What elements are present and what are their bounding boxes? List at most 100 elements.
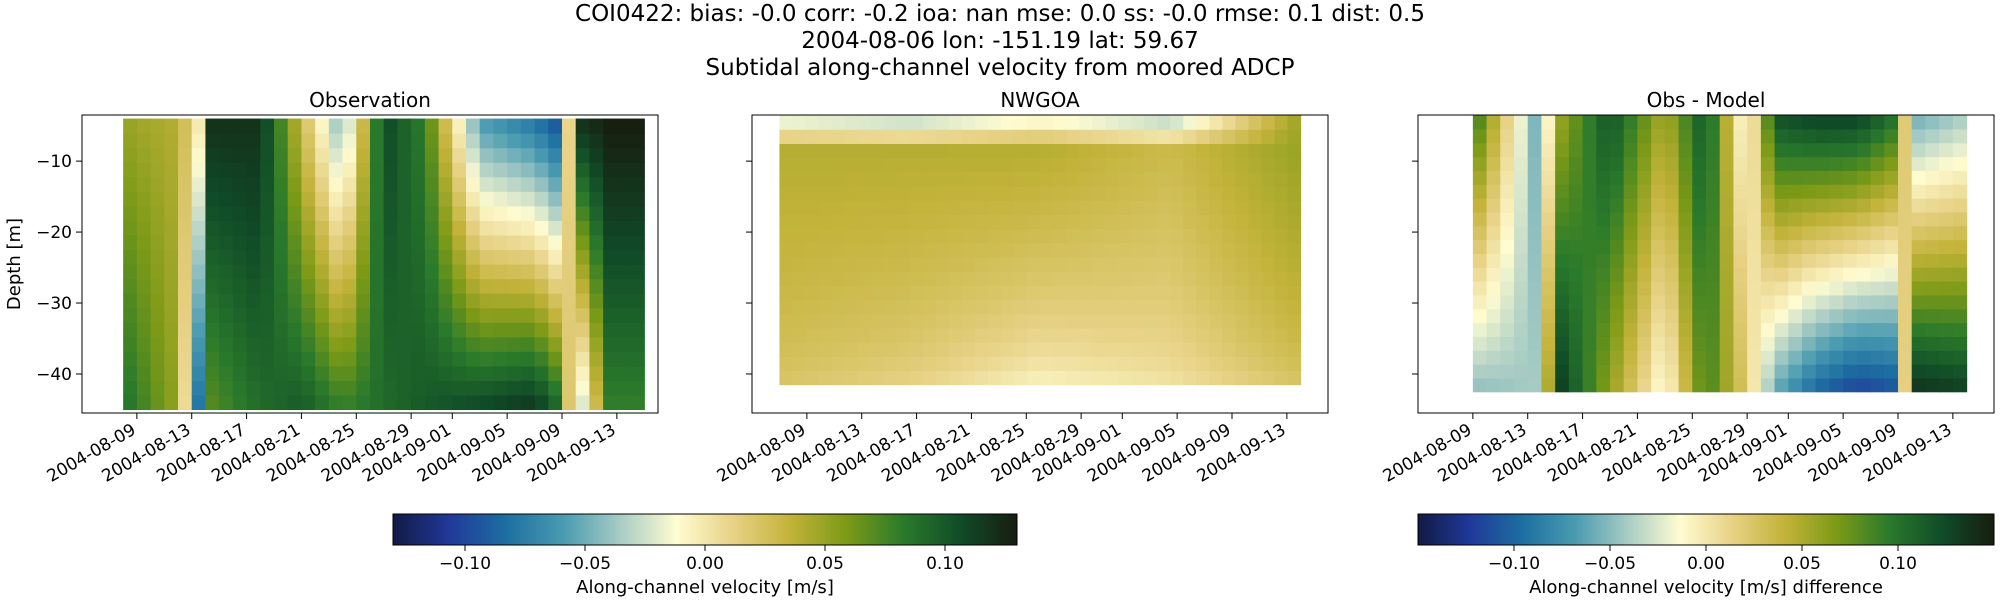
heatmap-cell — [562, 278, 577, 294]
heatmap-cell — [1105, 143, 1119, 159]
heatmap-cell — [1870, 294, 1885, 310]
heatmap-cell — [1183, 115, 1197, 130]
heatmap-cell — [818, 143, 833, 159]
heatmap-cell — [1911, 198, 1927, 213]
heatmap-cell — [383, 293, 399, 309]
heatmap-cell — [479, 293, 495, 309]
heatmap-cell — [805, 256, 820, 272]
heatmap-cell — [479, 307, 495, 323]
heatmap-cell — [1209, 185, 1223, 201]
heatmap-cell — [1196, 356, 1210, 372]
heatmap-cell — [383, 322, 399, 338]
heatmap-cell — [136, 249, 152, 265]
heatmap-cell — [1170, 214, 1184, 230]
heatmap-cell — [424, 365, 440, 381]
heatmap-cell — [438, 307, 453, 323]
heatmap-cell — [1040, 228, 1054, 244]
heatmap-cell — [1815, 115, 1831, 130]
heatmap-cell — [1925, 211, 1940, 227]
heatmap-cell — [1248, 285, 1263, 301]
heatmap-cell — [1774, 364, 1789, 379]
heatmap-cell — [479, 118, 495, 134]
heatmap-cell — [1610, 294, 1625, 310]
heatmap-cell — [1747, 184, 1762, 199]
heatmap-cell — [1747, 170, 1762, 185]
heatmap-cell — [1105, 242, 1119, 258]
heatmap-cell — [1013, 356, 1028, 372]
heatmap-cell — [922, 185, 937, 201]
heatmap-cell — [1261, 242, 1276, 258]
heatmap-cell — [948, 342, 963, 357]
heatmap-cell — [1183, 370, 1197, 386]
heatmap-cell — [603, 176, 618, 192]
heatmap-cell — [562, 264, 577, 280]
heatmap-cell — [219, 162, 234, 178]
heatmap-cell — [1013, 214, 1028, 230]
heatmap-cell — [805, 228, 820, 244]
heatmap-cell — [260, 322, 275, 338]
heatmap-cell — [1053, 271, 1067, 286]
heatmap-cell — [1829, 198, 1844, 213]
heatmap-cell — [342, 191, 357, 207]
heatmap-cell — [1733, 239, 1748, 254]
heatmap-cell — [1105, 115, 1119, 130]
heatmap-cell — [205, 191, 220, 207]
heatmap-cell — [1555, 225, 1570, 241]
heatmap-cell — [818, 200, 833, 215]
heatmap-cell — [883, 185, 898, 201]
heatmap-cell — [1541, 308, 1556, 324]
heatmap-cell — [1815, 267, 1831, 282]
heatmap-cell — [479, 162, 495, 178]
heatmap-cell — [315, 205, 330, 221]
heatmap-cell — [1952, 142, 1968, 158]
heatmap-cell — [452, 394, 467, 411]
heatmap-cell — [1144, 370, 1158, 386]
heatmap-cell — [1898, 239, 1913, 254]
heatmap-cell — [562, 336, 577, 352]
heatmap-cell — [1610, 267, 1625, 282]
heatmap-cell — [1472, 336, 1488, 351]
heatmap-cell — [779, 157, 794, 173]
heatmap-cell — [1664, 170, 1680, 185]
heatmap-cell — [1692, 198, 1707, 213]
heatmap-cell — [1053, 185, 1067, 201]
heatmap-cell — [779, 185, 794, 201]
heatmap-cell — [844, 256, 859, 272]
heatmap-cell — [424, 162, 440, 178]
heatmap-cell — [1209, 271, 1223, 286]
heatmap-cell — [896, 171, 911, 187]
heatmap-cell — [1053, 299, 1067, 315]
heatmap-cell — [136, 307, 152, 323]
heatmap-cell — [1486, 142, 1501, 158]
heatmap-cell — [1131, 285, 1145, 301]
heatmap-cell — [1692, 308, 1707, 324]
heatmap-cell — [1678, 350, 1693, 365]
heatmap-cell — [1815, 322, 1831, 337]
heatmap-cell — [1274, 242, 1289, 258]
heatmap-cell — [150, 176, 165, 192]
heatmap-cell — [1541, 142, 1556, 158]
heatmap-cell — [438, 162, 453, 178]
heatmap-cell — [1733, 377, 1748, 393]
heatmap-cell — [1898, 128, 1913, 144]
heatmap-cell — [1514, 211, 1529, 227]
heatmap-cell — [935, 143, 950, 159]
heatmap-cell — [562, 118, 577, 134]
heatmap-cell — [424, 176, 440, 192]
heatmap-cell — [370, 278, 385, 294]
heatmap-cell — [534, 365, 549, 381]
heatmap-cell — [1486, 128, 1501, 144]
heatmap-cell — [1637, 225, 1652, 241]
heatmap-cell — [232, 365, 248, 381]
heatmap-cell — [1131, 214, 1145, 230]
heatmap-cell — [1183, 171, 1197, 187]
heatmap-cell — [1274, 171, 1289, 187]
heatmap-cell — [1829, 281, 1844, 296]
heatmap-cell — [1952, 377, 1968, 393]
heatmap-cell — [1747, 350, 1762, 365]
heatmap-cell — [1939, 198, 1954, 213]
heatmap-cell — [1209, 214, 1223, 230]
heatmap-cell — [1925, 377, 1940, 393]
heatmap-cell — [493, 205, 508, 221]
